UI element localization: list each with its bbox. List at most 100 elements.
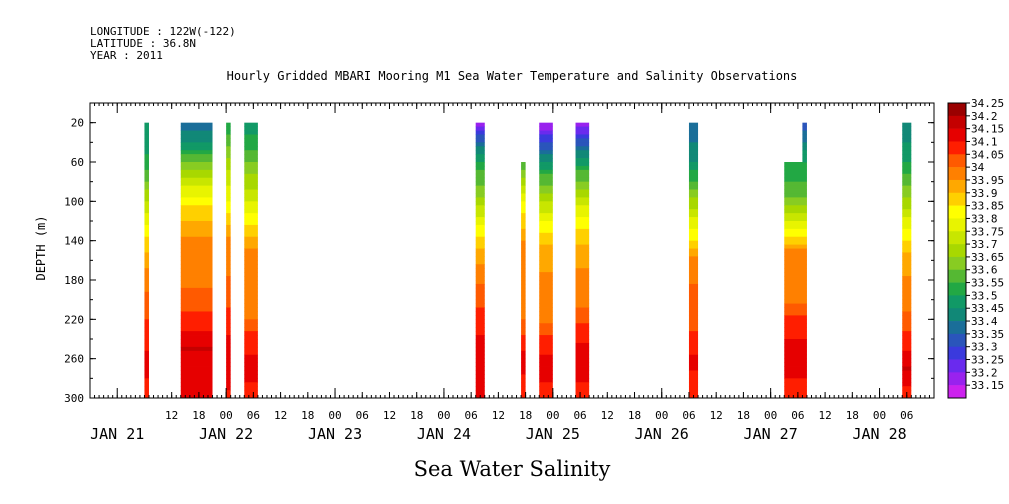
salinity-cell	[226, 126, 231, 131]
salinity-cell	[244, 315, 258, 320]
salinity-cell	[244, 209, 258, 214]
salinity-cell	[688, 205, 699, 210]
y-tick-label: 260	[64, 353, 84, 366]
salinity-cell	[144, 209, 149, 214]
salinity-cell	[180, 154, 213, 159]
salinity-cell	[784, 256, 807, 261]
salinity-cell	[144, 362, 149, 367]
salinity-cell	[475, 319, 485, 324]
salinity-cell	[180, 260, 213, 265]
salinity-cell	[902, 307, 912, 312]
salinity-cell	[521, 248, 526, 253]
x-hour-label: 00	[873, 409, 886, 422]
salinity-cell	[244, 138, 258, 143]
salinity-cell	[144, 205, 149, 210]
salinity-cell	[688, 287, 699, 293]
salinity-cell	[688, 162, 699, 167]
colorbar-swatch	[948, 179, 966, 194]
salinity-cell	[539, 232, 553, 238]
salinity-cell	[521, 205, 526, 210]
salinity-cell	[539, 248, 553, 253]
salinity-cell	[475, 217, 485, 222]
salinity-cell	[475, 154, 485, 159]
salinity-cell	[244, 185, 258, 190]
salinity-cell	[521, 319, 526, 324]
salinity-cell	[226, 331, 231, 336]
salinity-cell	[539, 181, 553, 186]
salinity-cell	[539, 146, 553, 151]
colorbar-swatch	[948, 321, 966, 335]
salinity-cell	[902, 213, 912, 218]
x-hour-label: 18	[737, 409, 750, 422]
salinity-cell	[180, 327, 213, 332]
salinity-cell	[688, 154, 699, 159]
x-hour-label: 00	[764, 409, 777, 422]
salinity-cell	[475, 244, 485, 249]
salinity-cell	[688, 390, 699, 395]
salinity-cell	[144, 311, 149, 316]
salinity-cell	[539, 154, 553, 159]
salinity-cell	[539, 272, 553, 277]
salinity-cell	[226, 244, 231, 249]
salinity-cell	[521, 189, 526, 194]
salinity-cell	[244, 335, 258, 340]
x-date-label: JAN 22	[199, 425, 253, 443]
salinity-cell	[688, 354, 699, 360]
salinity-cell	[244, 394, 258, 399]
salinity-cell	[180, 374, 213, 379]
salinity-cell	[226, 142, 231, 147]
salinity-cell	[902, 181, 912, 186]
salinity-cell	[575, 142, 590, 147]
salinity-cell	[575, 201, 590, 206]
salinity-cell	[784, 315, 807, 320]
salinity-cell	[180, 307, 213, 312]
salinity-cell	[784, 354, 807, 360]
salinity-cell	[180, 346, 213, 352]
salinity-cell	[244, 260, 258, 265]
salinity-cell	[144, 342, 149, 348]
salinity-cell	[575, 370, 590, 375]
salinity-cell	[575, 221, 590, 226]
salinity-cell	[180, 177, 213, 183]
salinity-cell	[539, 224, 553, 230]
salinity-cell	[144, 177, 149, 183]
salinity-cell	[226, 236, 231, 242]
salinity-cell	[784, 370, 807, 375]
salinity-cell	[902, 177, 912, 183]
salinity-cell	[244, 244, 258, 249]
colorbar-swatch	[948, 359, 966, 373]
salinity-cell	[784, 185, 807, 190]
salinity-cell	[144, 142, 149, 147]
salinity-cell	[521, 350, 526, 356]
salinity-cell	[575, 189, 590, 194]
salinity-cell	[539, 291, 553, 297]
salinity-cell	[244, 370, 258, 375]
data-segment	[688, 122, 699, 399]
salinity-cell	[180, 126, 213, 131]
salinity-cell	[144, 327, 149, 332]
salinity-cell	[784, 197, 807, 202]
salinity-cell	[575, 244, 590, 249]
salinity-cell	[688, 260, 699, 265]
salinity-cell	[226, 319, 231, 324]
salinity-cell	[521, 346, 526, 352]
salinity-cell	[144, 358, 149, 363]
salinity-cell	[244, 232, 258, 238]
salinity-cell	[784, 209, 807, 214]
salinity-cell	[575, 303, 590, 308]
salinity-cell	[784, 213, 807, 218]
salinity-cell	[180, 394, 213, 399]
data-segment	[784, 162, 807, 399]
colorbar-swatch	[948, 167, 966, 181]
salinity-cell	[902, 311, 912, 316]
x-hour-label: 18	[192, 409, 205, 422]
salinity-cell	[575, 122, 590, 127]
salinity-cell	[784, 291, 807, 297]
salinity-cell	[688, 362, 699, 367]
salinity-cell	[688, 323, 699, 328]
salinity-cell	[539, 205, 553, 210]
salinity-cell	[688, 358, 699, 363]
salinity-cell	[521, 221, 526, 226]
salinity-cell	[902, 122, 912, 127]
salinity-cell	[180, 236, 213, 242]
